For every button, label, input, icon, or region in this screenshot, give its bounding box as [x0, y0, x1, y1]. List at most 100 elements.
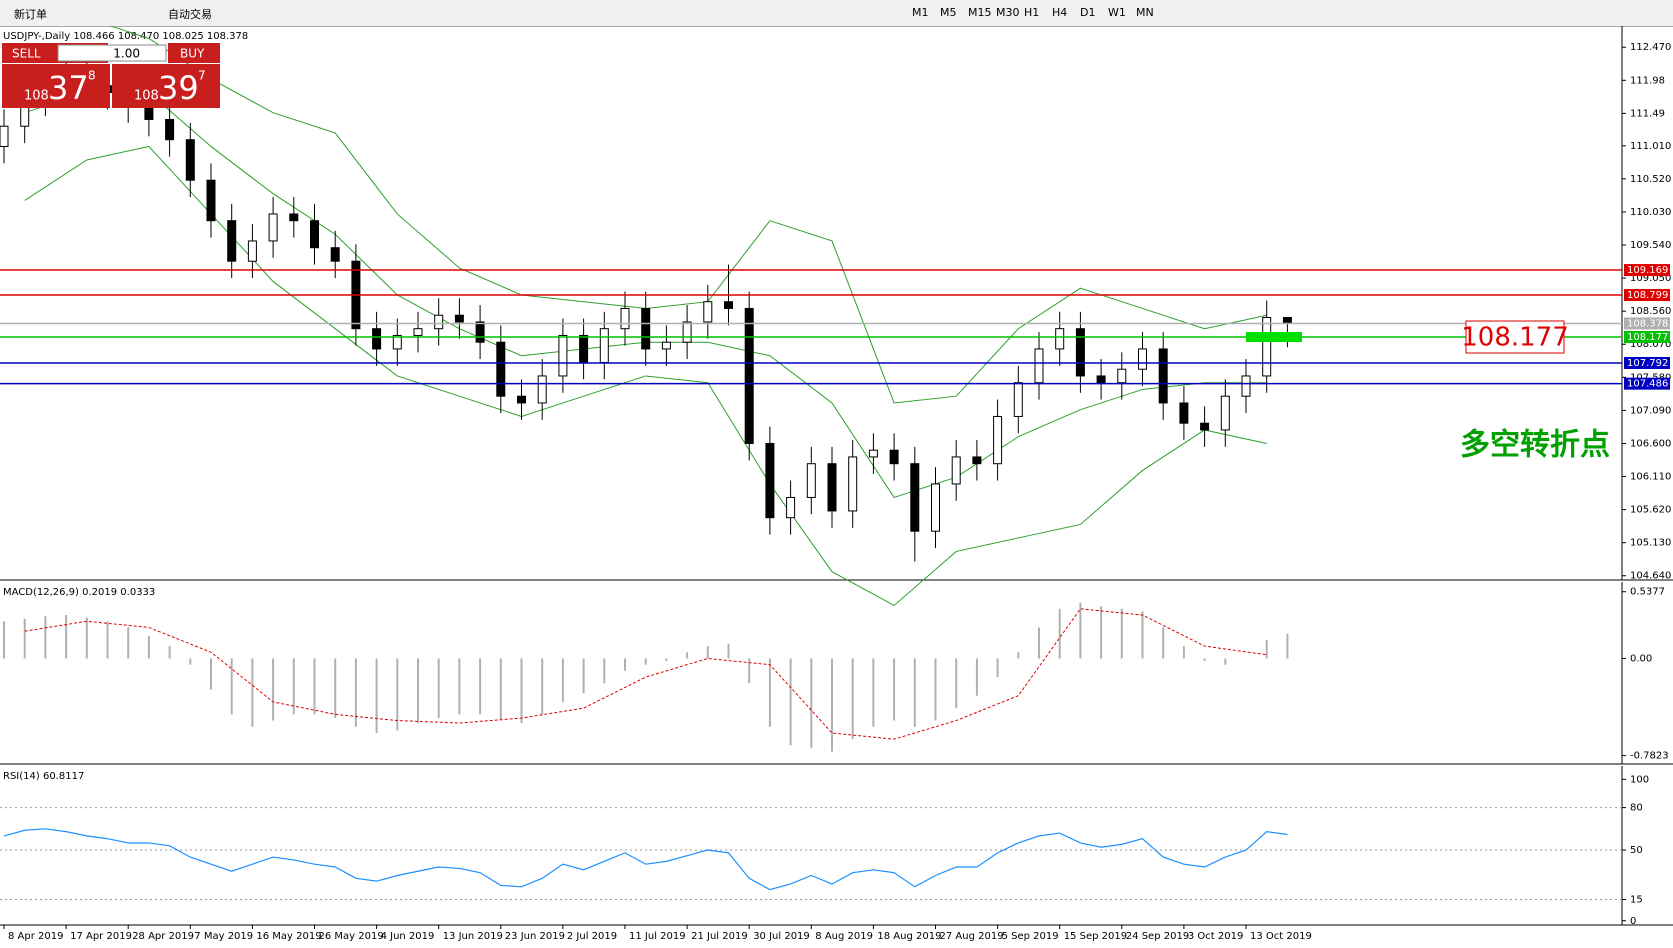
timeframe-button[interactable]: M15: [968, 6, 992, 19]
lot-value: 1.00: [113, 47, 140, 61]
y-tick-label: 100: [1630, 774, 1649, 785]
candle-body: [806, 463, 816, 498]
candle-body: [848, 456, 858, 512]
bid-box[interactable]: [2, 64, 110, 108]
candle-body: [475, 321, 485, 343]
buy-label: BUY: [180, 47, 205, 61]
ask-small: 7: [198, 69, 206, 83]
timeframe-button[interactable]: M30: [996, 6, 1020, 19]
timeframe-button[interactable]: H4: [1052, 6, 1068, 19]
level-tag: [1624, 377, 1670, 390]
candle-body: [1220, 395, 1230, 431]
candle-body: [434, 314, 444, 330]
x-tick-label: 17 Apr 2019: [70, 931, 132, 942]
callout-value: 108.177: [1461, 323, 1569, 353]
candle-body: [620, 307, 630, 330]
y-tick-label: 15: [1630, 895, 1643, 906]
level-tag: [1624, 289, 1670, 302]
lot-input[interactable]: [57, 44, 167, 62]
candle-body: [661, 341, 671, 350]
x-tick-label: 23 Jun 2019: [505, 931, 565, 942]
candle-body: [185, 139, 195, 181]
candle-body: [724, 301, 733, 309]
candle-body: [206, 179, 216, 222]
bid-small: 8: [88, 69, 96, 83]
timeframe-button[interactable]: M5: [940, 6, 957, 19]
candle-body: [765, 442, 775, 519]
timeframe-button[interactable]: D1: [1080, 6, 1096, 19]
candle-body: [641, 307, 651, 350]
pane-title: USDJPY-,Daily 108.466 108.470 108.025 10…: [3, 31, 248, 42]
x-tick-label: 7 May 2019: [194, 931, 253, 942]
new-order-button[interactable]: 新订单: [14, 8, 47, 21]
buy-button[interactable]: [168, 43, 220, 63]
candle-body: [268, 213, 278, 242]
x-tick-label: 30 Jul 2019: [753, 931, 810, 942]
candle-body: [1075, 328, 1085, 377]
ask-box[interactable]: [112, 64, 220, 108]
timeframe-button[interactable]: M1: [912, 6, 929, 19]
candle-body: [868, 449, 878, 458]
chart: 112.470 111.98 111.49 111.010 110.520 110.030…: [0, 26, 1673, 942]
y-tick-label: 109.540: [1630, 240, 1671, 251]
y-tick-label: 106.110: [1630, 472, 1671, 483]
candle-body: [703, 301, 713, 323]
y-tick-label: 107.090: [1630, 405, 1671, 416]
x-tick-label: 27 Aug 2019: [940, 931, 1004, 942]
candle-body: [0, 125, 9, 147]
sell-label: SELL: [12, 47, 41, 61]
candle-body: [827, 463, 837, 512]
candle-body: [227, 220, 237, 262]
bid-main: 37: [48, 69, 89, 107]
level-tag-label: 109.169: [1627, 265, 1668, 276]
y-tick-label: 105.130: [1630, 538, 1671, 549]
rsi-line: [3, 828, 1288, 891]
x-tick-label: 8 Aug 2019: [815, 931, 873, 942]
y-tick-label: 112.470: [1630, 42, 1671, 53]
timeframe-button[interactable]: W1: [1108, 6, 1126, 19]
x-tick-label: 13 Oct 2019: [1250, 931, 1312, 942]
candle-body: [1138, 348, 1147, 370]
auto-trade-button[interactable]: 自动交易: [168, 8, 212, 21]
y-tick-label: 111.49: [1630, 108, 1665, 119]
y-tick-label: -0.7823: [1630, 751, 1669, 762]
candle-body: [1241, 375, 1251, 397]
candle-body: [1200, 422, 1210, 431]
y-tick-label: 0.00: [1630, 653, 1652, 664]
candle-body: [1117, 368, 1127, 384]
candle-body: [372, 328, 382, 350]
level-tag-label: 108.177: [1627, 332, 1668, 343]
level-tag: [1624, 317, 1670, 330]
x-tick-label: 26 May 2019: [319, 931, 384, 942]
candle-body: [1179, 402, 1189, 424]
x-tick-label: 16 May 2019: [256, 931, 321, 942]
candle-body: [931, 483, 940, 532]
x-tick-label: 3 Oct 2019: [1188, 931, 1243, 942]
y-tick-label: 111.010: [1630, 141, 1671, 152]
candle-body: [599, 328, 609, 363]
candle-body: [1282, 316, 1292, 324]
timeframe-button[interactable]: H1: [1024, 6, 1040, 19]
level-tag-label: 107.486: [1627, 379, 1668, 390]
level-tag-label: 108.799: [1627, 290, 1668, 301]
candle-body: [1055, 328, 1065, 350]
level-tag: [1624, 356, 1670, 369]
candle-body: [413, 328, 423, 336]
y-tick-label: 109.050: [1630, 273, 1671, 284]
candle-body: [310, 220, 319, 249]
y-tick-label: 108.560: [1630, 306, 1671, 317]
pane-title: MACD(12,26,9) 0.2019 0.0333: [3, 587, 155, 598]
x-tick-label: 28 Apr 2019: [132, 931, 194, 942]
candle-body: [910, 463, 920, 532]
candle-body: [165, 118, 175, 141]
level-tag: [1624, 331, 1670, 344]
y-tick-label: 0: [1630, 916, 1636, 927]
timeframe-button[interactable]: MN: [1136, 6, 1154, 19]
candle-body: [1013, 382, 1023, 417]
y-tick-label: 50: [1630, 845, 1643, 856]
y-tick-label: 110.520: [1630, 174, 1671, 185]
candle-body: [558, 334, 568, 377]
candle-body: [786, 496, 796, 519]
